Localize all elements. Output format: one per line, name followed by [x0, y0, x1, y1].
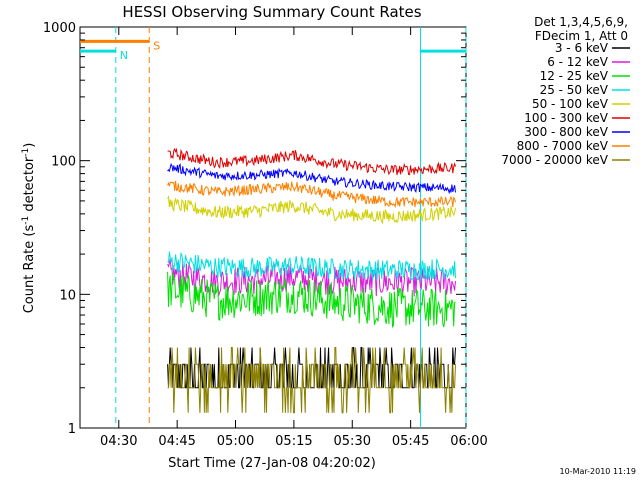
y-tick-label: 1: [68, 422, 76, 437]
series-line: [167, 195, 456, 225]
y-tick-label: 100: [51, 155, 76, 170]
x-tick-label: 06:00: [450, 434, 487, 449]
x-tick-label: 04:30: [100, 434, 137, 449]
x-axis-label: Start Time (27-Jan-08 04:20:02): [168, 456, 376, 471]
series-line: [167, 271, 456, 329]
x-tick-label: 05:15: [275, 434, 312, 449]
legend-header-line2: FDecim 1, Att 0: [535, 29, 628, 43]
legend-entry-label: 25 - 50 keV: [540, 83, 609, 97]
y-axis-label: Count Rate (s-1 detector-1): [21, 143, 37, 314]
series-line: [167, 251, 456, 281]
legend-entry-label: 12 - 25 keV: [540, 69, 609, 83]
legend-entry-label: 100 - 300 keV: [524, 111, 608, 125]
x-tick-label: 05:00: [217, 434, 254, 449]
series-line: [167, 347, 456, 414]
legend-entry-label: 6 - 12 keV: [547, 55, 609, 69]
x-tick-label: 05:30: [334, 434, 371, 449]
series-line: [167, 147, 456, 176]
x-tick-label: 04:45: [158, 434, 195, 449]
legend-entry-label: 800 - 7000 keV: [517, 139, 609, 153]
legend-header-line1: Det 1,3,4,5,6,9,: [534, 15, 628, 29]
legend: Det 1,3,4,5,6,9, FDecim 1, Att 0 3 - 6 k…: [501, 15, 630, 167]
footer-timestamp: 10-Mar-2010 11:19: [560, 467, 637, 476]
y-tick-label: 10: [59, 288, 76, 303]
x-tick-label: 05:45: [392, 434, 429, 449]
series-line: [167, 162, 456, 195]
legend-entry-label: 3 - 6 keV: [555, 41, 609, 55]
series-layer: [167, 147, 456, 414]
legend-entry-label: 300 - 800 keV: [524, 125, 608, 139]
legend-entry-label: 7000 - 20000 keV: [501, 153, 608, 167]
flag-label: S: [153, 39, 160, 52]
observing-markers: [115, 27, 467, 428]
y-tick-label: 1000: [43, 21, 76, 36]
series-line: [167, 180, 456, 209]
chart-title: HESSI Observing Summary Count Rates: [122, 3, 421, 21]
flag-layer: NS: [80, 39, 466, 62]
flag-label: N: [120, 49, 128, 62]
axis-ticks: 04:30 04:45 05:00 05:15 05:30 05:45 06:00 1 10 10…: [43, 21, 488, 449]
legend-entry-label: 50 - 100 keV: [532, 97, 609, 111]
